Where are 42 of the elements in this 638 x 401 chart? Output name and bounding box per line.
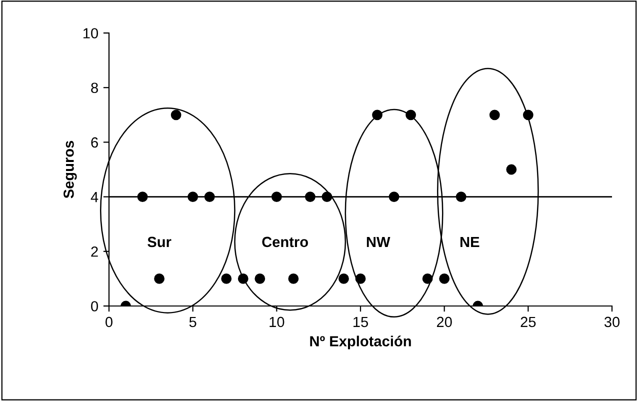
point — [355, 273, 366, 284]
point — [489, 110, 500, 120]
point — [254, 273, 266, 284]
point — [439, 273, 450, 284]
point — [238, 273, 248, 284]
annotation: NW — [366, 236, 390, 247]
x-tick-label: 30 — [604, 316, 620, 328]
point — [170, 110, 182, 120]
point — [456, 192, 466, 202]
point — [322, 192, 332, 202]
annotation: Centro — [262, 236, 308, 248]
y-axis-title: Seguros — [64, 140, 77, 198]
point — [271, 192, 282, 202]
point — [506, 164, 517, 175]
point — [137, 192, 148, 202]
annotation: Sur — [148, 236, 172, 248]
y-tick-label: 8 — [91, 82, 98, 94]
point — [388, 192, 400, 202]
point — [422, 273, 433, 284]
point — [204, 192, 215, 202]
x-tick-label: 10 — [270, 316, 284, 328]
point — [304, 192, 316, 202]
x-tick-label: 0 — [106, 316, 112, 328]
x-tick-label: 5 — [189, 316, 196, 328]
y-tick-label: 4 — [90, 192, 98, 202]
annotation: NE — [460, 236, 480, 247]
x-tick-label: 25 — [520, 316, 536, 328]
y-tick-label: 2 — [91, 246, 98, 257]
x-tick-label: 15 — [354, 316, 368, 328]
point — [406, 110, 416, 120]
x-axis-title: Nº Explotación — [310, 336, 411, 350]
point — [372, 110, 382, 120]
point — [288, 273, 299, 284]
point — [522, 110, 534, 120]
x-tick-label: 20 — [436, 316, 452, 328]
y-tick-label: 10 — [83, 28, 98, 38]
y-tick-label: 6 — [91, 137, 98, 148]
point — [154, 273, 165, 284]
point — [338, 273, 349, 284]
y-tick-label: 0 — [91, 301, 98, 312]
point — [188, 192, 198, 202]
point — [221, 273, 232, 284]
